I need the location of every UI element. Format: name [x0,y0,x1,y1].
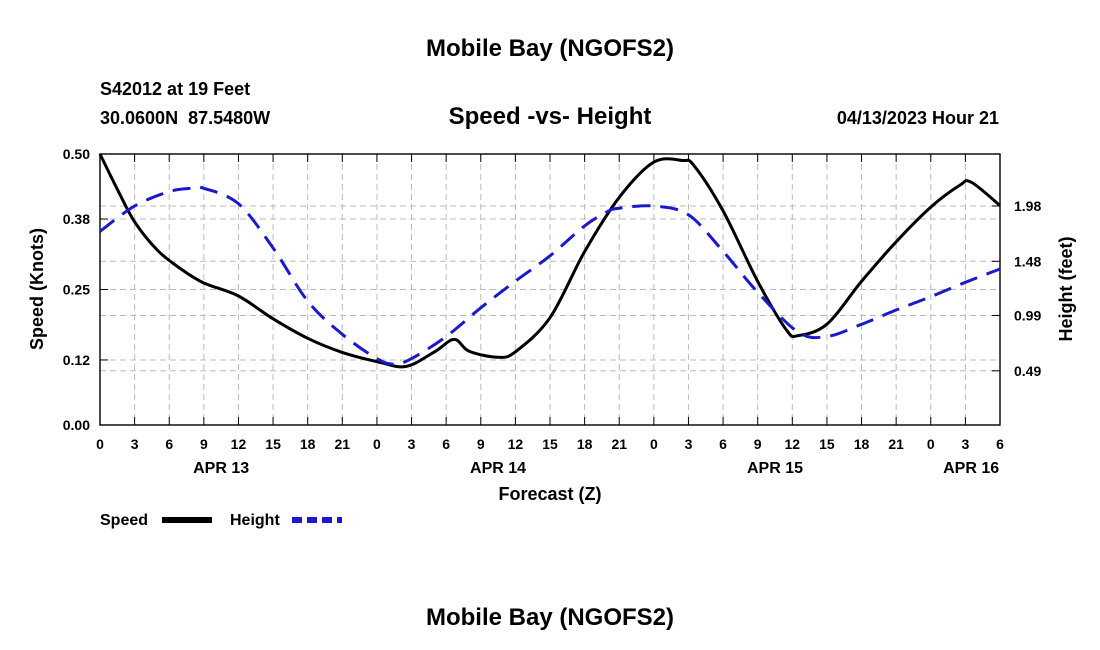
x-tick-label: 12 [508,436,524,452]
x-tick-label: 21 [888,436,904,452]
x-tick-label: 21 [335,436,351,452]
x-tick-label: 9 [477,436,485,452]
date-label: APR 15 [747,460,803,477]
forecast-timestamp: 04/13/2023 Hour 21 [837,108,999,128]
y-axis-label: Speed (Knots) [27,228,47,350]
x-tick-label: 6 [165,436,173,452]
x-tick-label: 15 [265,436,281,452]
y2-tick-label: 0.99 [1014,307,1041,323]
y2-tick-label: 1.48 [1014,253,1041,269]
axes: 0 3 6 9 12 15 18 21 0 3 6 9 12 15 18 21 0 3 6 9 12 15 18 21 0 3 6 A… [63,146,1042,477]
legend-speed-label: Speed [100,512,148,529]
x-tick-label: 9 [200,436,208,452]
x-tick-label: 6 [996,436,1004,452]
x-tick-label: 3 [961,436,969,452]
y-tick-label: 0.38 [63,211,90,227]
footer-title: Mobile Bay (NGOFS2) [426,604,674,631]
y-tick-label: 0.50 [63,146,90,162]
y-tick-label: 0.00 [63,417,90,433]
x-tick-label: 15 [819,436,835,452]
chart-subtitle: Speed -vs- Height [449,103,652,130]
y2-axis-label: Height (feet) [1056,237,1076,342]
x-tick-label: 3 [408,436,416,452]
x-tick-label: 0 [927,436,935,452]
height-series-line [99,185,1001,366]
x-tick-label: 12 [785,436,801,452]
x-tick-label: 18 [577,436,593,452]
date-label: APR 16 [943,460,999,477]
x-tick-label: 18 [854,436,870,452]
legend-height-label: Height [230,512,280,529]
x-tick-label: 18 [300,436,316,452]
date-label: APR 13 [193,460,249,477]
x-tick-label: 3 [685,436,693,452]
station-label: S42012 at 19 Feet [100,79,250,99]
gridlines [100,154,1000,425]
date-label: APR 14 [470,460,526,477]
y2-tick-label: 0.49 [1014,363,1041,379]
page-title: Mobile Bay (NGOFS2) [426,35,674,62]
x-tick-label: 6 [719,436,727,452]
x-tick-label: 3 [131,436,139,452]
speed-series-line [98,153,1001,369]
y-tick-label: 0.25 [63,282,90,298]
x-tick-label: 6 [442,436,450,452]
x-axis-label: Forecast (Z) [498,484,601,504]
x-tick-label: 15 [542,436,558,452]
y2-tick-label: 1.98 [1014,198,1041,214]
series [98,153,1001,369]
station-coords: 30.0600N 87.5480W [100,108,270,128]
x-tick-label: 0 [96,436,104,452]
y-tick-label: 0.12 [63,352,90,368]
x-tick-label: 21 [611,436,627,452]
legend: Speed Height [100,512,342,529]
x-tick-label: 0 [373,436,381,452]
x-tick-label: 12 [231,436,247,452]
x-tick-label: 9 [754,436,762,452]
x-tick-label: 0 [650,436,658,452]
